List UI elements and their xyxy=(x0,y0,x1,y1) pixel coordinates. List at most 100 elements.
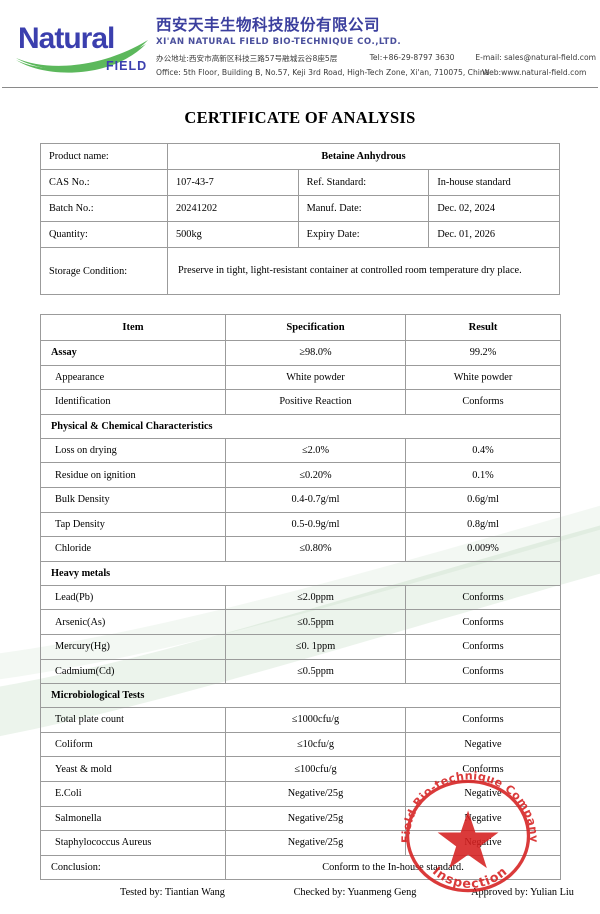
document-body: Product name: Betaine Anhydrous CAS No.:… xyxy=(40,143,574,898)
conclusion-label: Conclusion: xyxy=(40,854,226,881)
address-english: Office: 5th Floor, Building B, No.57, Ke… xyxy=(156,68,490,78)
email[interactable]: E-mail: sales@natural-field.com xyxy=(475,53,596,63)
cell-item: Tap Density xyxy=(40,511,226,538)
cell-result: 0.6g/ml xyxy=(405,486,561,513)
table-row: Total plate count ≤1000cfu/g Conforms xyxy=(40,707,561,733)
table-row: Staphylococcus Aureus Negative/25g Negativ… xyxy=(40,830,561,856)
telephone: Tel:+86-29-8797 3630 xyxy=(369,53,455,63)
table-row: Salmonella Negative/25g Negative xyxy=(40,805,561,832)
company-logo: Natural FIELD xyxy=(14,14,154,78)
section-title: Physical & Chemical Characteristics xyxy=(40,413,561,439)
cell-result: Conforms xyxy=(405,633,561,660)
cell-result: 0.009% xyxy=(405,536,561,562)
cell-specification: ≤0.5ppm xyxy=(225,658,406,685)
expiry-date-value: Dec. 01, 2026 xyxy=(428,221,560,248)
ref-standard-label: Ref. Standard: xyxy=(297,169,430,196)
company-name-chinese: 西安天丰生物科技股份有限公司 xyxy=(156,16,381,34)
column-header-result: Result xyxy=(405,314,561,341)
cell-item: Cadmium(Cd) xyxy=(40,658,226,685)
cell-specification: ≤0. 1ppm xyxy=(225,633,406,660)
cell-item: Arsenic(As) xyxy=(40,609,226,635)
section-header-row: Physical & Chemical Characteristics xyxy=(40,413,561,439)
company-name-english: XI'AN NATURAL FIELD BIO-TECHNIQUE CO.,LT… xyxy=(156,37,402,48)
table-row: Lead(Pb) ≤2.0ppm Conforms xyxy=(40,584,561,611)
cell-specification: ≤0.80% xyxy=(225,536,406,562)
cell-specification: ≤100cfu/g xyxy=(225,756,406,782)
cell-result: Negative xyxy=(405,780,561,807)
section-header-row: Heavy metals xyxy=(40,560,561,586)
storage-condition-label: Storage Condition: xyxy=(40,247,168,295)
column-header-specification: Specification xyxy=(225,314,406,341)
expiry-date-label: Expiry Date: xyxy=(297,221,430,248)
cell-specification: Negative/25g xyxy=(225,780,406,807)
batch-value: 20241202 xyxy=(167,195,299,222)
column-header-item: Item xyxy=(40,314,226,341)
cell-item: Residue on ignition xyxy=(40,462,226,488)
cell-item: Salmonella xyxy=(40,805,226,832)
cell-specification: White powder xyxy=(225,364,406,391)
table-row: Quantity: 500kg Expiry Date: Dec. 01, 20… xyxy=(40,221,560,248)
svg-text:Natural: Natural xyxy=(18,22,114,55)
cell-specification: ≤0.20% xyxy=(225,462,406,488)
cell-result: Conforms xyxy=(405,707,561,733)
cell-specification: ≤10cfu/g xyxy=(225,731,406,758)
cell-item: Total plate count xyxy=(40,707,226,733)
natural-field-logo-icon: Natural FIELD xyxy=(16,22,148,73)
table-row: Storage Condition: Preserve in tight, li… xyxy=(40,247,560,295)
cell-item: Identification xyxy=(40,389,226,415)
cell-result: 0.4% xyxy=(405,437,561,464)
product-info-table: Product name: Betaine Anhydrous CAS No.:… xyxy=(40,143,560,295)
table-row: Batch No.: 20241202 Manuf. Date: Dec. 02… xyxy=(40,195,560,222)
signature-row: Tested by: Tiantian Wang Checked by: Yua… xyxy=(80,880,600,898)
quantity-label: Quantity: xyxy=(40,221,168,248)
table-row: Identification Positive Reaction Conforms xyxy=(40,389,561,415)
cell-item: Chloride xyxy=(40,536,226,562)
table-row: Arsenic(As) ≤0.5ppm Conforms xyxy=(40,609,561,635)
cell-specification: Negative/25g xyxy=(225,805,406,832)
cell-result: 99.2% xyxy=(405,340,561,366)
table-header-row: Item Specification Result xyxy=(40,314,561,341)
cell-result: Negative xyxy=(405,830,561,856)
cell-item: Lead(Pb) xyxy=(40,584,226,611)
section-title: Heavy metals xyxy=(40,560,561,586)
cell-result: White powder xyxy=(405,364,561,391)
cell-result: Conforms xyxy=(405,658,561,685)
manuf-date-value: Dec. 02, 2024 xyxy=(428,195,560,222)
table-row: E.Coli Negative/25g Negative xyxy=(40,780,561,807)
table-row: Tap Density 0.5-0.9g/ml 0.8g/ml xyxy=(40,511,561,538)
manuf-date-label: Manuf. Date: xyxy=(297,195,430,222)
header-divider xyxy=(2,87,598,88)
cell-result: Conforms xyxy=(405,609,561,635)
contact-row-secondary: Office: 5th Floor, Building B, No.57, Ke… xyxy=(156,68,596,77)
cell-result: Conforms xyxy=(405,584,561,611)
checked-by: Checked by: Yuanmeng Geng xyxy=(293,887,417,899)
approved-by: Approved by: Yulian Liu xyxy=(471,887,574,899)
cell-specification: Positive Reaction xyxy=(225,389,406,415)
section-header-row: Microbiological Tests xyxy=(40,683,561,709)
tested-by: Tested by: Tiantian Wang xyxy=(120,887,225,899)
cell-specification: 0.5-0.9g/ml xyxy=(225,511,406,538)
cell-item: Bulk Density xyxy=(40,486,226,513)
cell-item: Assay xyxy=(40,340,226,366)
page-title: CERTIFICATE OF ANALYSIS xyxy=(184,108,416,127)
cell-item: Yeast & mold xyxy=(40,756,226,782)
cell-result: Negative xyxy=(405,731,561,758)
cas-label: CAS No.: xyxy=(40,169,168,196)
cas-value: 107-43-7 xyxy=(167,169,299,196)
cell-item: Staphylococcus Aureus xyxy=(40,830,226,856)
table-row: Mercury(Hg) ≤0. 1ppm Conforms xyxy=(40,633,561,660)
cell-specification: ≤0.5ppm xyxy=(225,609,406,635)
contact-row-primary: 办公地址:西安市高新区科技三路57号融城云谷8座5层 Tel:+86-29-87… xyxy=(156,53,596,64)
cell-specification: ≤2.0ppm xyxy=(225,584,406,611)
cell-result: Conforms xyxy=(405,756,561,782)
table-row: Chloride ≤0.80% 0.009% xyxy=(40,536,561,562)
cell-item: E.Coli xyxy=(40,780,226,807)
conclusion-value: Conform to the In-house standard. xyxy=(225,854,561,881)
website[interactable]: Web:www.natural-field.com xyxy=(482,68,587,78)
storage-condition-value: Preserve in tight, light-resistant conta… xyxy=(167,247,560,295)
cell-result: 0.8g/ml xyxy=(405,511,561,538)
specification-table: Item Specification Result Assay ≥98.0% 99.… xyxy=(40,314,561,881)
address-chinese: 办公地址:西安市高新区科技三路57号融城云谷8座5层 xyxy=(156,54,338,64)
cell-specification: ≥98.0% xyxy=(225,340,406,366)
cell-result: 0.1% xyxy=(405,462,561,488)
